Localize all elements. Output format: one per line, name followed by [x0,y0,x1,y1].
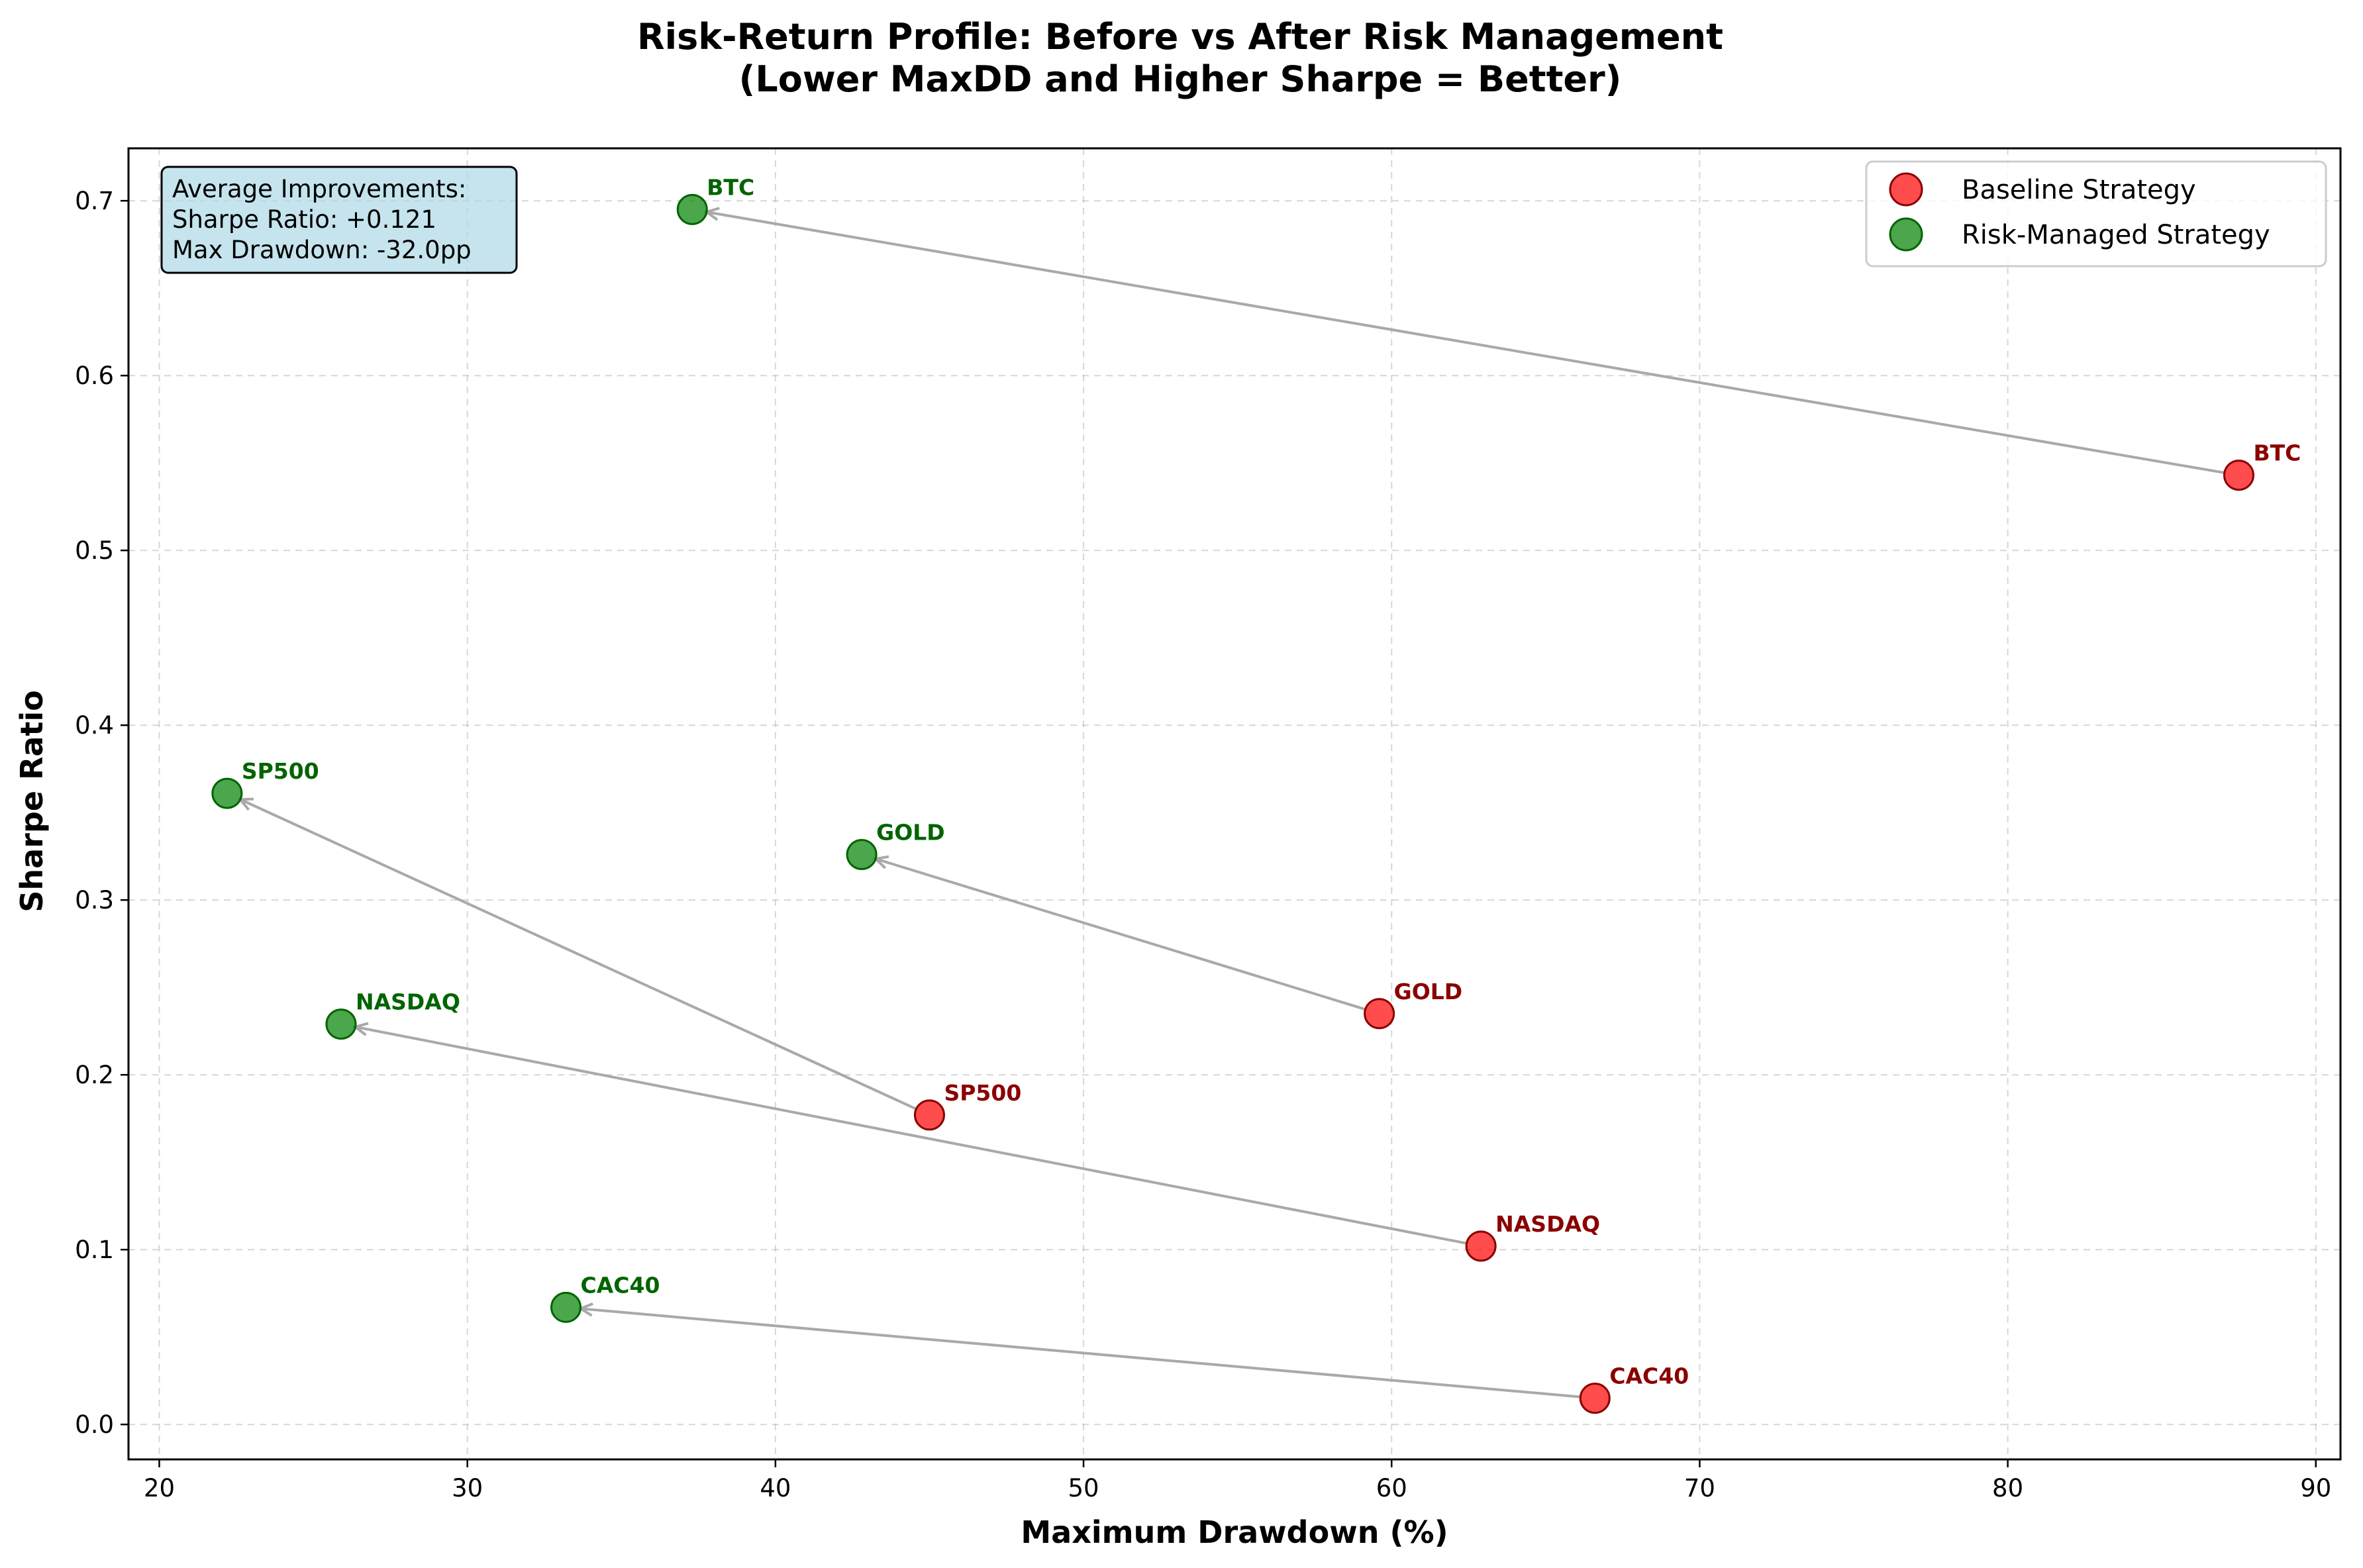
chart-title: Risk-Return Profile: Before vs After Ris… [637,16,1723,100]
y-tick-label: 0.0 [75,1410,114,1439]
risk-managed-point-gold [846,839,878,871]
title-line-1: Risk-Return Profile: Before vs After Ris… [637,16,1723,58]
risk-managed-point-btc [676,193,708,225]
risk-managed-label-gold: GOLD [876,820,945,846]
improvement-arrow [875,858,1366,1011]
improvement-arrow [580,1307,1581,1398]
y-axis-ticks: 0.0 0.1 0.2 0.3 0.4 0.5 0.6 0.7 [75,187,128,1439]
baseline-label-sp500: SP500 [944,1080,1021,1106]
baseline-label-btc: BTC [2253,440,2301,466]
improvement-arrow [355,1025,1467,1245]
baseline-label-gold: GOLD [1394,979,1463,1004]
y-tick-label: 0.4 [75,711,114,740]
risk-managed-point-sp500 [211,777,243,809]
risk-managed-point-cac40 [550,1291,582,1323]
y-tick-label: 0.1 [75,1236,114,1264]
x-tick-label: 30 [452,1474,483,1502]
legend-frame [1865,160,2327,268]
x-tick-label: 20 [144,1474,175,1502]
y-tick-label: 0.2 [75,1061,114,1089]
x-tick-label: 80 [1992,1474,2023,1502]
stats-line-3: Max Drawdown: -32.0pp [172,236,472,264]
title-line-2: (Lower MaxDD and Higher Sharpe = Better) [739,58,1622,100]
stats-box: Average Improvements: Sharpe Ratio: +0.1… [160,166,518,274]
improvement-arrow [240,798,917,1110]
x-tick-label: 60 [1376,1474,1407,1502]
legend-label-risk-managed: Risk-Managed Strategy [1962,220,2270,250]
x-tick-label: 50 [1068,1474,1099,1502]
plot-frame [127,147,2342,1461]
baseline-point-sp500 [913,1099,945,1131]
x-tick-label: 40 [760,1474,791,1502]
risk-managed-label-sp500: SP500 [242,758,319,784]
y-tick-label: 0.7 [75,187,114,215]
risk-managed-label-cac40: CAC40 [581,1272,660,1298]
stats-line-2: Sharpe Ratio: +0.121 [172,205,436,234]
y-tick-label: 0.3 [75,886,114,914]
data-points [211,193,2254,1414]
legend-marker-risk-managed [1889,217,1923,252]
legend-label-baseline: Baseline Strategy [1962,175,2196,205]
grid [128,148,2340,1459]
y-tick-label: 0.5 [75,536,114,565]
y-tick-label: 0.6 [75,362,114,390]
baseline-point-nasdaq [1465,1230,1497,1262]
x-tick-label: 70 [1684,1474,1715,1502]
baseline-point-btc [2223,460,2254,491]
risk-managed-label-btc: BTC [707,174,754,200]
risk-managed-point-nasdaq [325,1008,357,1040]
baseline-label-cac40: CAC40 [1609,1363,1689,1389]
risk-managed-label-nasdaq: NASDAQ [356,989,460,1015]
baseline-label-nasdaq: NASDAQ [1495,1211,1600,1237]
arrows [237,207,2225,1398]
x-tick-label: 90 [2300,1474,2331,1502]
legend: Baseline Strategy Risk-Managed Strategy [1865,160,2327,268]
stats-box-background [160,166,518,274]
baseline-point-cac40 [1579,1383,1611,1414]
point-labels: BTC GOLD SP500 NASDAQ CAC40 BTC GOLD SP500 NASDA… [242,174,2301,1389]
improvement-arrow [706,211,2225,474]
x-axis-label: Maximum Drawdown (%) [1021,1514,1448,1550]
legend-marker-baseline [1889,172,1923,207]
x-axis-ticks: 20 30 40 50 60 70 80 90 [144,1459,2331,1502]
y-axis-label: Sharpe Ratio [14,690,50,912]
stats-line-1: Average Improvements: [172,175,466,203]
baseline-point-gold [1364,998,1395,1030]
